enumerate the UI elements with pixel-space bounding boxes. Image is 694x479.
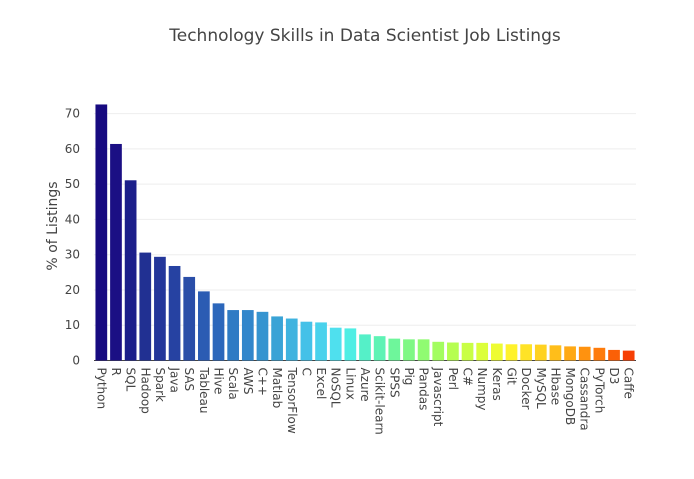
bar-r[interactable] <box>110 143 122 361</box>
bar-hive[interactable] <box>212 303 225 361</box>
x-tick-label: AWS <box>241 368 255 395</box>
bar-excel[interactable] <box>315 322 327 361</box>
bar-javascript[interactable] <box>432 341 445 361</box>
y-tick-label: 20 <box>65 283 80 297</box>
bar-sas[interactable] <box>183 276 196 361</box>
bar-git[interactable] <box>505 344 518 361</box>
bar-c-[interactable] <box>256 311 269 361</box>
bar-mysql[interactable] <box>534 344 547 361</box>
x-tick-label: D3 <box>607 368 621 385</box>
bar-keras[interactable] <box>490 343 503 361</box>
bar-cassandra[interactable] <box>578 346 591 361</box>
bars <box>95 104 635 361</box>
x-tick-label: Java <box>168 367 182 393</box>
y-tick-label: 70 <box>65 107 80 121</box>
bar-java[interactable] <box>168 265 181 361</box>
bar-pig[interactable] <box>403 339 415 361</box>
x-tick-label: Git <box>504 368 518 386</box>
y-axis-label: % of Listings <box>45 181 61 270</box>
bar-d3[interactable] <box>608 349 620 361</box>
x-tick-label: Tableau <box>197 367 211 414</box>
x-tick-label: R <box>109 368 123 376</box>
bar-docker[interactable] <box>520 344 532 361</box>
bar-tensorflow[interactable] <box>285 318 298 361</box>
bar-perl[interactable] <box>447 342 459 361</box>
x-tick-label: Spark <box>153 368 167 403</box>
x-tick-label: SQL <box>124 368 138 392</box>
x-tick-label: Matlab <box>270 368 284 409</box>
x-tick-label: Docker <box>519 368 533 410</box>
x-tick-label: TensorFlow <box>285 367 299 434</box>
bar-matlab[interactable] <box>271 316 283 361</box>
bar-scikit-learn[interactable] <box>373 336 386 361</box>
y-tick-label: 30 <box>65 248 80 262</box>
bar-spss[interactable] <box>388 338 401 361</box>
y-tick-label: 40 <box>65 212 80 226</box>
x-tick-label: Scikit-learn <box>373 368 387 435</box>
y-tick-labels: 0 10 20 30 40 50 60 70 <box>65 107 80 368</box>
bar-pandas[interactable] <box>417 339 430 361</box>
bar-scala[interactable] <box>227 310 240 361</box>
bar-c-[interactable] <box>461 342 474 361</box>
x-tick-label: Hbase <box>548 368 562 406</box>
y-tick-label: 60 <box>65 142 80 156</box>
x-tick-label: Cassandra <box>578 368 592 431</box>
x-tick-label: Excel <box>314 368 328 400</box>
bar-spark[interactable] <box>154 256 166 361</box>
bar-sql[interactable] <box>124 180 137 361</box>
bar-numpy[interactable] <box>476 342 489 361</box>
chart-title: Technology Skills in Data Scientist Job … <box>168 26 561 46</box>
x-tick-labels: Python R SQL Hadoop Spark Java SAS Tableau Hive S… <box>94 367 635 435</box>
x-tick-label: Javascript <box>431 367 445 427</box>
bar-hbase[interactable] <box>549 345 562 361</box>
bar-linux[interactable] <box>344 328 357 361</box>
x-tick-label: Perl <box>446 368 460 390</box>
x-tick-label: Numpy <box>475 368 489 411</box>
x-tick-label: MySQL <box>534 368 548 410</box>
x-tick-label: Caffe <box>622 368 636 399</box>
bar-pytorch[interactable] <box>593 347 606 361</box>
bar-caffe[interactable] <box>622 350 635 361</box>
x-tick-label: Hadoop <box>138 368 152 414</box>
x-tick-label: Linux <box>343 368 357 400</box>
bar-hadoop[interactable] <box>139 252 152 361</box>
x-tick-label: SAS <box>182 368 196 392</box>
y-tick-label: 10 <box>65 318 80 332</box>
y-tick-label: 50 <box>65 177 80 191</box>
x-tick-label: C <box>299 368 313 376</box>
bar-python[interactable] <box>95 104 108 361</box>
x-tick-label: Hive <box>212 368 226 395</box>
x-tick-label: C++ <box>255 368 269 397</box>
y-tick-label: 0 <box>72 354 80 368</box>
x-tick-label: PyTorch <box>592 368 606 414</box>
x-tick-label: Pandas <box>417 368 431 411</box>
x-tick-label: Python <box>94 368 108 410</box>
bar-tableau[interactable] <box>198 291 210 361</box>
bar-azure[interactable] <box>359 334 371 361</box>
x-tick-label: C# <box>461 368 475 386</box>
bar-nosql[interactable] <box>329 327 342 361</box>
x-tick-label: SPSS <box>387 368 401 398</box>
x-tick-label: Azure <box>358 368 372 402</box>
x-tick-label: Scala <box>226 368 240 400</box>
x-tick-label: NoSQL <box>329 368 343 408</box>
bar-mongodb[interactable] <box>564 346 576 361</box>
x-tick-label: Pig <box>402 368 416 386</box>
x-tick-label: Keras <box>490 368 504 401</box>
bar-c[interactable] <box>300 321 313 361</box>
x-tick-label: MongoDB <box>563 368 577 426</box>
bar-aws[interactable] <box>241 310 254 361</box>
